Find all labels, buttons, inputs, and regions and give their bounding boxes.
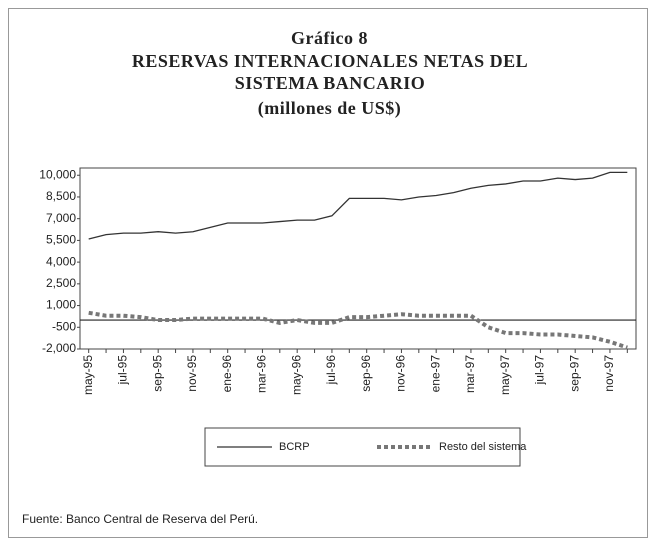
- y-tick-label: 8,500: [46, 189, 76, 203]
- x-tick-label: may-95: [81, 355, 95, 395]
- y-tick-label: -2,000: [42, 341, 76, 355]
- x-tick-label: mar-97: [463, 355, 477, 393]
- x-tick-label: jul-97: [533, 355, 547, 386]
- x-tick-label: ene-96: [220, 355, 234, 393]
- source-note: Fuente: Banco Central de Reserva del Per…: [22, 512, 259, 526]
- x-tick-label: may-97: [498, 355, 512, 395]
- y-tick-label: 1,000: [46, 298, 76, 312]
- y-tick-label: 5,500: [46, 233, 76, 247]
- series-line: [88, 171, 628, 240]
- x-tick-label: sep-97: [567, 355, 581, 392]
- x-tick-label: nov-97: [602, 355, 616, 392]
- x-tick-label: mar-96: [255, 355, 269, 393]
- legend-label: Resto del sistema: [439, 441, 527, 453]
- chart-title: RESERVAS INTERNACIONALES NETAS DEL SISTE…: [131, 51, 529, 93]
- x-tick-label: sep-95: [150, 355, 164, 392]
- y-tick-label: 7,000: [46, 211, 76, 225]
- x-tick-label: may-96: [289, 355, 303, 395]
- plot-area: [79, 167, 637, 350]
- legend-label: BCRP: [279, 441, 310, 453]
- x-tick-label: nov-95: [185, 355, 199, 392]
- x-tick-label: sep-96: [359, 355, 373, 392]
- x-tick-label: ene-97: [428, 355, 442, 393]
- y-tick-label: 2,500: [46, 276, 76, 290]
- x-tick-label: jul-96: [324, 355, 338, 386]
- figure-label: Gráfico 8: [291, 28, 368, 48]
- chart-subtitle: (millones de US$): [257, 98, 402, 118]
- y-tick-label: 4,000: [46, 254, 76, 268]
- y-tick-label: 10,000: [39, 167, 76, 181]
- frame: [8, 8, 648, 538]
- x-tick-label: nov-96: [394, 355, 408, 392]
- x-tick-label: jul-95: [116, 355, 130, 386]
- y-tick-label: -500: [52, 319, 76, 333]
- series-line: [88, 310, 628, 350]
